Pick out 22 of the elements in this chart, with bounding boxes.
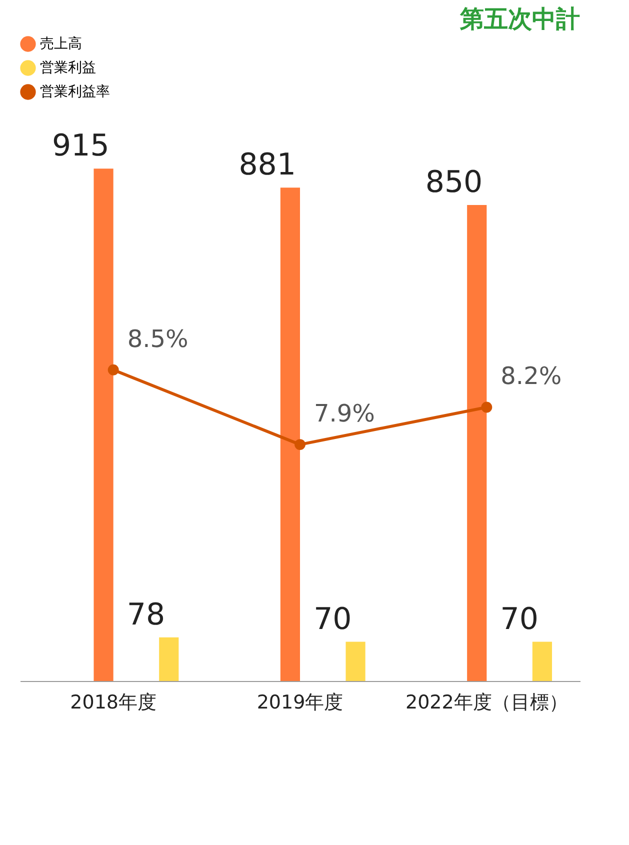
- data-label: 70: [500, 602, 538, 637]
- bar: [94, 168, 114, 681]
- bar: [532, 642, 552, 681]
- data-label: 78: [126, 597, 166, 632]
- data-label: 7.9%: [314, 400, 375, 428]
- data-label: 70: [314, 602, 352, 637]
- chart-title: 第五次中計: [459, 5, 580, 33]
- data-label: 881: [238, 148, 296, 183]
- x-tick-label: 2022年度（目標）: [405, 692, 568, 714]
- bar: [159, 637, 179, 681]
- bar: [280, 188, 300, 681]
- legend-label: 営業利益率: [40, 84, 110, 100]
- data-label: 8.5%: [127, 324, 188, 353]
- legend-label: 売上高: [40, 36, 82, 52]
- x-tick-label: 2019年度: [256, 692, 344, 714]
- x-tick-label: 2018年度: [70, 692, 157, 714]
- data-label: 850: [425, 165, 483, 200]
- bar: [467, 205, 487, 681]
- bar: [346, 642, 366, 681]
- data-label: 8.2%: [500, 362, 562, 390]
- data-label: 915: [52, 128, 110, 164]
- legend-label: 営業利益: [40, 60, 96, 76]
